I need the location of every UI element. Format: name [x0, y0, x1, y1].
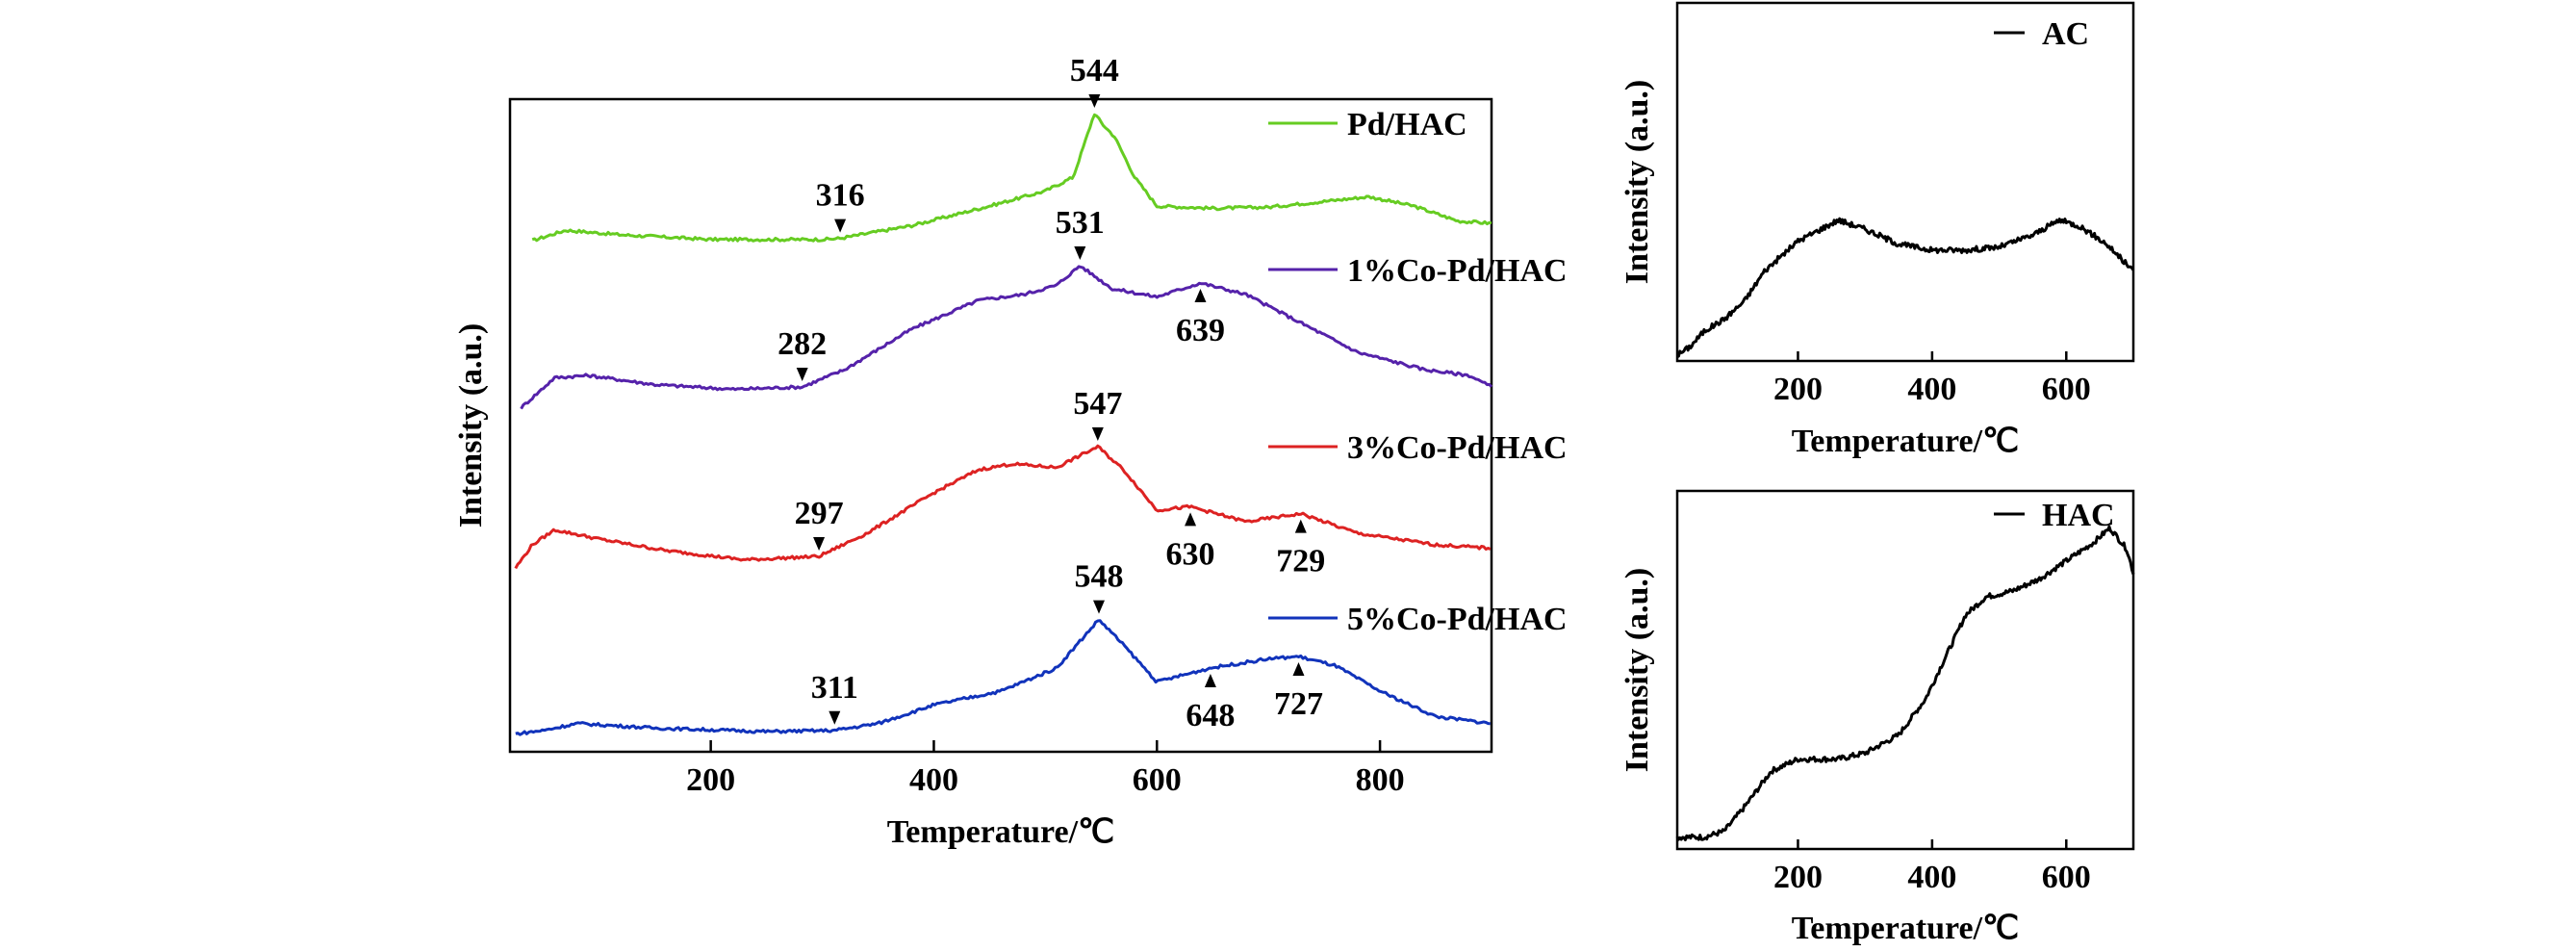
peak-arrow-1pctco-pd-hac-282 — [796, 368, 808, 381]
main-y-axis-label: Intensity (a.u.) — [453, 323, 489, 528]
peak-arrow-3pctco-pd-hac-547 — [1091, 427, 1104, 441]
peak-label-5pctco-pd-hac-648: 648 — [1186, 698, 1235, 733]
main-x-tick-label-600: 600 — [1133, 762, 1182, 798]
hac-x-tick-label-400: 400 — [1907, 860, 1956, 895]
hac-plot-frame — [1675, 489, 2135, 851]
peak-arrow-pd-hac-316 — [834, 219, 847, 233]
hac-curve — [1675, 525, 2135, 841]
peak-arrow-5pctco-pd-hac-727 — [1292, 662, 1305, 676]
series-ac-line — [1676, 217, 2135, 358]
ac-plot-frame — [1675, 1, 2135, 363]
peak-label-3pctco-pd-hac-630: 630 — [1166, 536, 1215, 572]
hac-x-axis-label: Temperature/℃ — [1792, 911, 2020, 946]
ac-x-tick-label-200: 200 — [1773, 372, 1823, 407]
series-5pctco-pd-hac-line — [515, 619, 1491, 736]
peak-arrow-pd-hac-544 — [1088, 94, 1101, 108]
ac-x-axis-label: Temperature/℃ — [1792, 424, 2020, 459]
hac-x-tick-label-200: 200 — [1773, 860, 1823, 895]
peak-label-5pctco-pd-hac-727: 727 — [1274, 686, 1323, 722]
legend-label-1pctco-pd-hac: 1%Co-Pd/HAC — [1347, 253, 1568, 289]
hac-x-tick-label-600: 600 — [2042, 860, 2091, 895]
peak-label-1pctco-pd-hac-531: 531 — [1056, 205, 1105, 241]
peak-arrow-5pctco-pd-hac-548 — [1093, 600, 1105, 614]
peak-arrow-3pctco-pd-hac-729 — [1294, 519, 1307, 533]
hac-legend: HAC — [1994, 498, 2115, 533]
main-legend: Pd/HAC 1%Co-Pd/HAC 3%Co-Pd/HAC 5%Co-Pd/HAC — [1268, 107, 1568, 637]
ac-x-tick-label-400: 400 — [1907, 372, 1956, 407]
hac-x-ticks: 200 400 600 — [1773, 839, 2091, 895]
legend-label-3pctco-pd-hac: 3%Co-Pd/HAC — [1347, 430, 1568, 466]
peak-label-5pctco-pd-hac-311: 311 — [811, 670, 858, 706]
series-1pctco-pd-hac-line — [520, 265, 1493, 410]
series-pd-hac-line — [531, 113, 1492, 243]
peak-label-pd-hac-316: 316 — [816, 178, 865, 214]
ac-x-ticks: 200 400 600 — [1773, 351, 2091, 407]
peak-label-pd-hac-544: 544 — [1070, 53, 1119, 89]
peak-arrow-5pctco-pd-hac-648 — [1204, 674, 1216, 687]
ac-legend: AC — [1994, 16, 2089, 52]
peak-label-3pctco-pd-hac-729: 729 — [1276, 544, 1325, 579]
hac-chart-panel: 200 400 600 HAC Temperature/℃ Intensity (a… — [1620, 489, 2135, 946]
series-hac-line — [1675, 525, 2135, 841]
legend-label-ac: AC — [2042, 16, 2089, 52]
peak-arrow-5pctco-pd-hac-311 — [829, 710, 841, 725]
peak-label-3pctco-pd-hac-547: 547 — [1073, 386, 1122, 422]
main-x-ticks: 200 400 600 800 — [686, 740, 1405, 798]
peak-label-1pctco-pd-hac-282: 282 — [778, 326, 827, 362]
peak-label-3pctco-pd-hac-297: 297 — [795, 496, 844, 531]
ac-curve — [1676, 217, 2135, 358]
ac-x-tick-label-600: 600 — [2042, 372, 2091, 407]
ac-y-axis-label: Intensity (a.u.) — [1620, 80, 1655, 285]
legend-label-5pctco-pd-hac: 5%Co-Pd/HAC — [1347, 602, 1568, 637]
main-plot-frame — [508, 97, 1493, 754]
main-chart-panel: 200 400 600 800 316 544 282 531 639 297 547 630 729… — [453, 53, 1568, 850]
main-x-tick-label-200: 200 — [686, 762, 735, 798]
main-x-tick-label-800: 800 — [1356, 762, 1405, 798]
legend-label-pd-hac: Pd/HAC — [1347, 107, 1467, 142]
main-peak-annotations: 316 544 282 531 639 297 547 630 729 311 548 648 727 — [778, 53, 1325, 733]
peak-arrow-3pctco-pd-hac-630 — [1185, 512, 1197, 527]
peak-label-5pctco-pd-hac-548: 548 — [1075, 559, 1124, 595]
series-3pctco-pd-hac-line — [514, 444, 1492, 570]
peak-arrow-1pctco-pd-hac-639 — [1194, 289, 1207, 302]
main-curves — [514, 113, 1493, 736]
main-x-tick-label-400: 400 — [909, 762, 958, 798]
main-x-axis-label: Temperature/℃ — [887, 814, 1115, 850]
legend-label-hac: HAC — [2042, 498, 2115, 533]
hac-y-axis-label: Intensity (a.u.) — [1620, 568, 1655, 773]
peak-arrow-1pctco-pd-hac-531 — [1074, 246, 1086, 260]
peak-arrow-3pctco-pd-hac-297 — [813, 537, 826, 551]
peak-label-1pctco-pd-hac-639: 639 — [1176, 313, 1225, 348]
ac-chart-panel: 200 400 600 AC Temperature/℃ Intensity (a.… — [1620, 1, 2135, 459]
